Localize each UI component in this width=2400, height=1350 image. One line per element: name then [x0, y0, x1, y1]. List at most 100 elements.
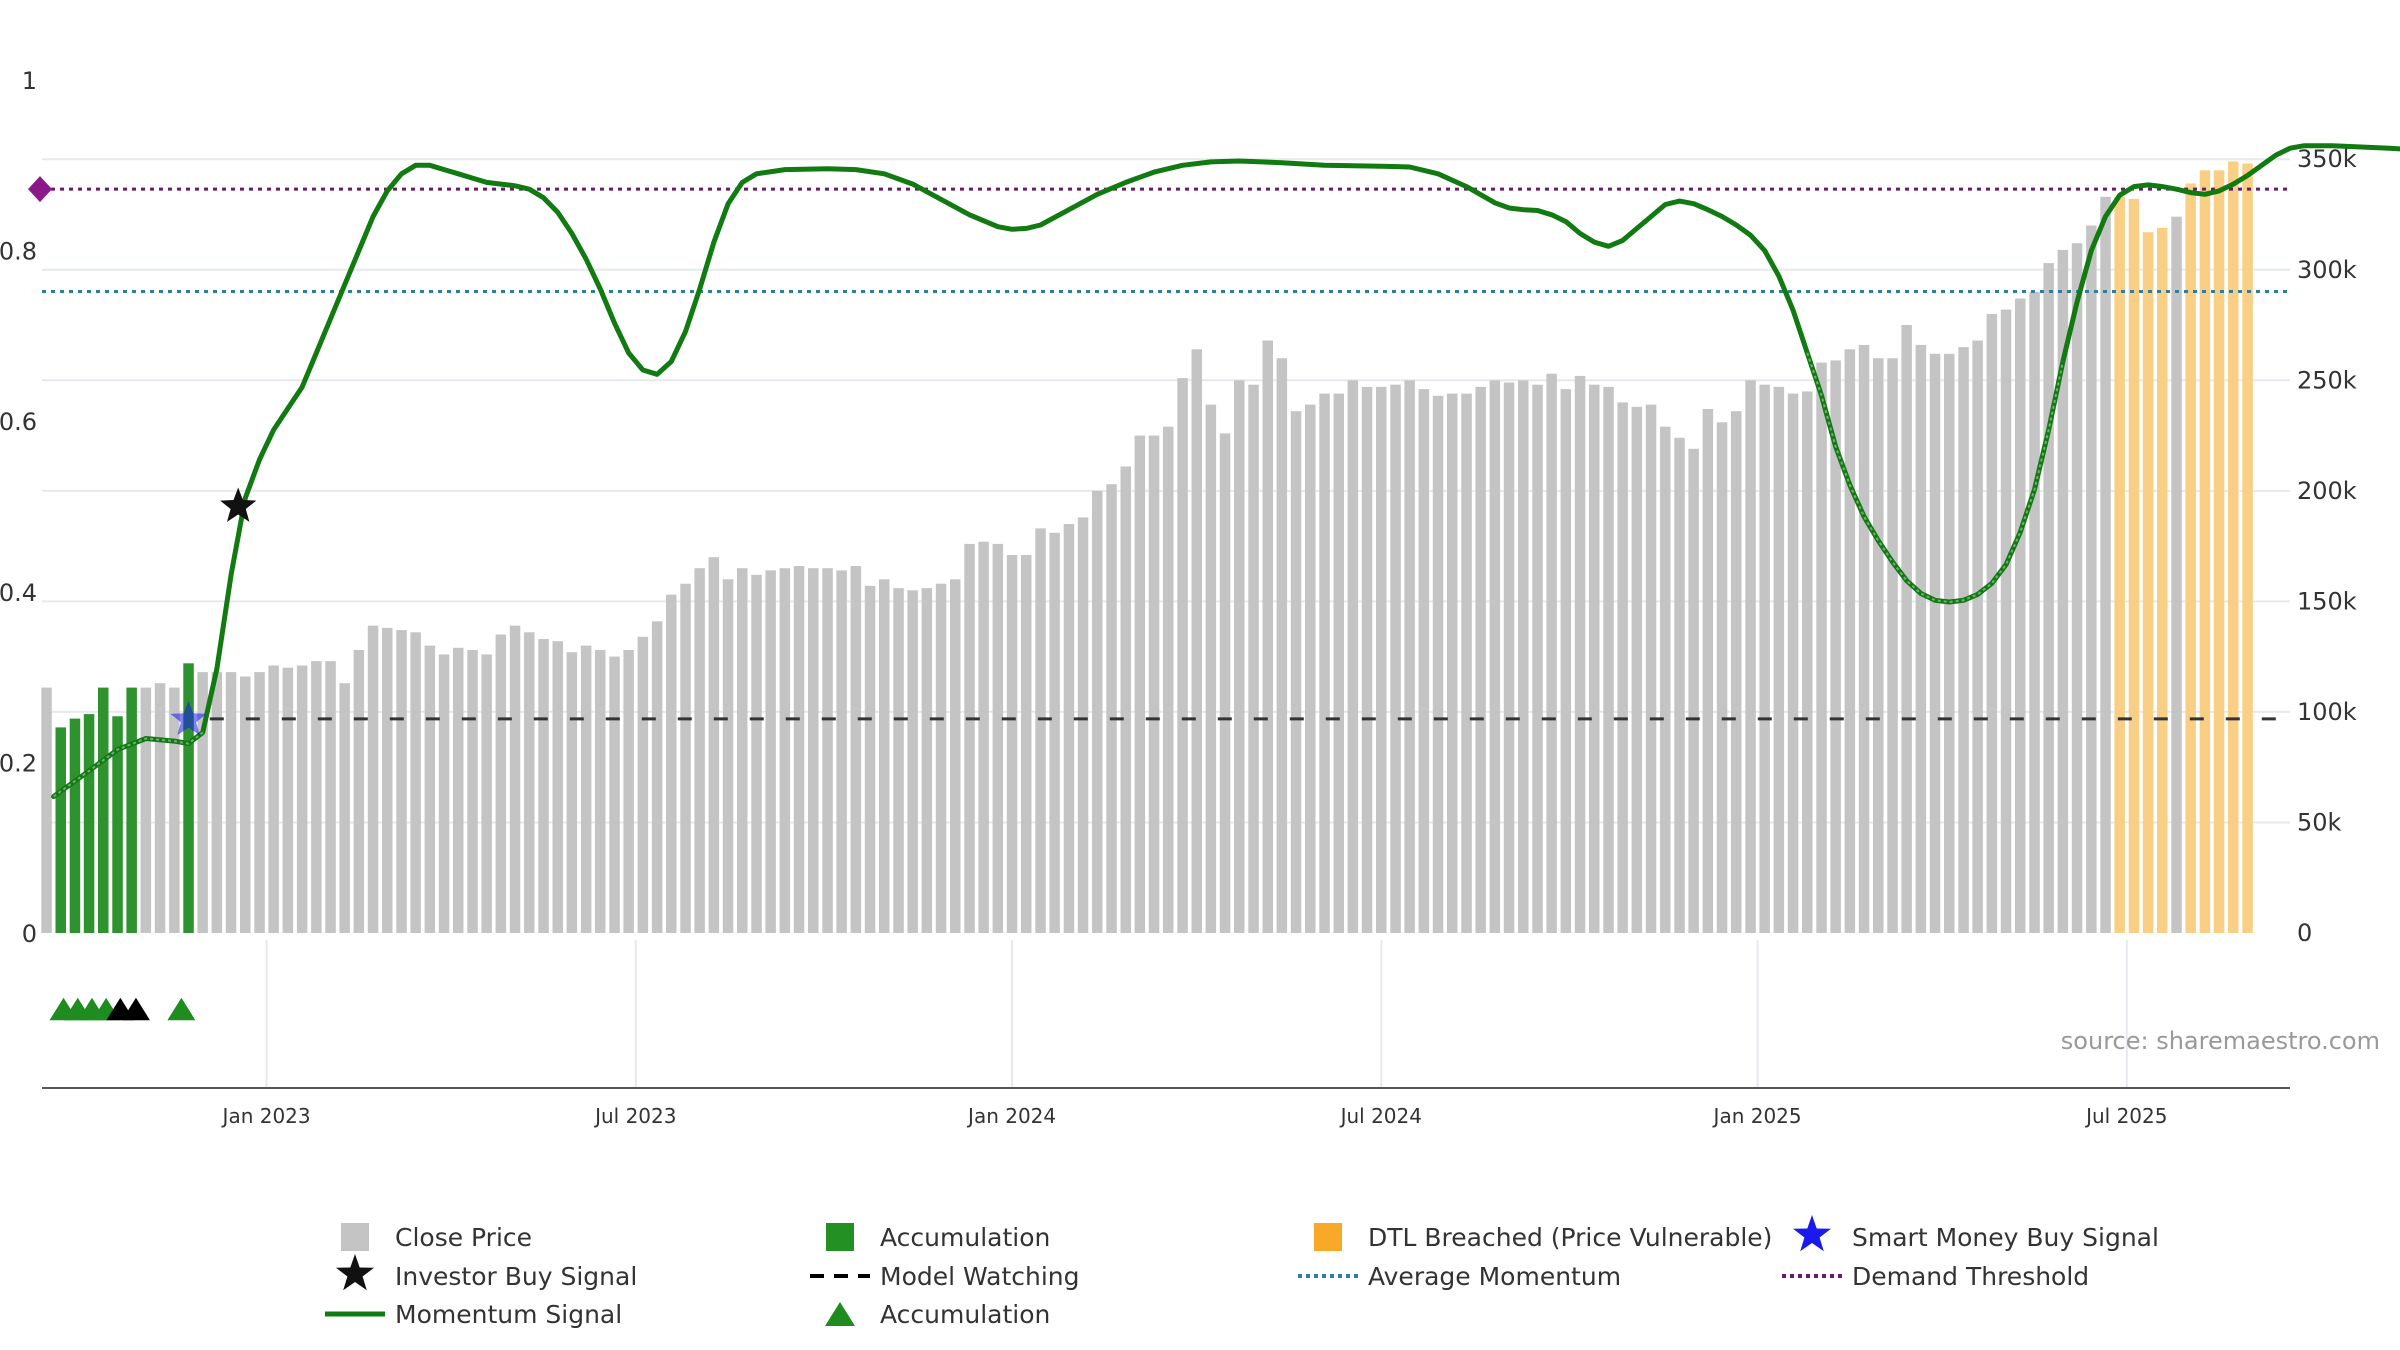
price-bar [1688, 448, 1699, 933]
price-bar [1660, 426, 1671, 933]
price-bar [680, 583, 691, 933]
price-bar [1617, 402, 1628, 933]
legend-label: Accumulation [880, 1223, 1050, 1252]
price-bar [1432, 395, 1444, 933]
x-tick-label: Jul 2023 [593, 1104, 676, 1128]
price-bar [1560, 389, 1572, 934]
price-bar [1219, 433, 1231, 933]
price-bar [225, 672, 237, 933]
legend-label: Model Watching [880, 1262, 1080, 1291]
price-bar [978, 541, 989, 933]
price-bar [2015, 298, 2026, 933]
price-bar [396, 630, 407, 933]
price-bar [1347, 380, 1359, 933]
price-bar [1248, 384, 1259, 933]
price-bar [41, 687, 52, 933]
price-bar [751, 574, 762, 933]
price-bar [1958, 347, 1969, 934]
legend-swatch [826, 1223, 854, 1251]
price-bar [1773, 386, 1785, 933]
legend-star-black-icon [336, 1254, 374, 1291]
price-bar [1361, 386, 1373, 933]
price-bar [1972, 340, 1983, 933]
price-bar [1106, 484, 1117, 933]
y-right-tick-label: 200k [2297, 477, 2357, 505]
price-bar [808, 568, 819, 933]
momentum-signal [51, 143, 2400, 799]
price-bar [424, 645, 436, 933]
price-bar [580, 645, 592, 933]
price-bar [1702, 409, 1714, 933]
y-left-tick-label: 0.4 [0, 579, 37, 607]
price-bar [197, 672, 208, 933]
price-bar [2100, 196, 2111, 934]
y-left-tick-label: 0 [22, 920, 37, 948]
momentum-weak-overlay [1806, 352, 2064, 604]
legend-label: Close Price [395, 1223, 532, 1252]
price-bar [694, 568, 705, 933]
price-bar [1035, 528, 1046, 933]
price-bar [1802, 391, 1813, 933]
price-bar [1830, 360, 1841, 933]
price-bar [893, 588, 904, 933]
price-bar [453, 647, 464, 933]
x-tick-label: Jan 2023 [221, 1104, 311, 1128]
legend-label: Smart Money Buy Signal [1852, 1223, 2159, 1252]
legend-star-blue-icon [1793, 1215, 1831, 1252]
price-bar [126, 687, 137, 933]
price-bar [765, 570, 776, 933]
price-bar [1503, 382, 1515, 933]
y-left-tick-label: 0.2 [0, 749, 37, 777]
price-bar [1873, 358, 1884, 933]
signal-markers [49, 487, 257, 1021]
price-bar [1234, 380, 1245, 933]
price-bar [254, 672, 265, 933]
y-right-tick-label: 100k [2297, 698, 2357, 726]
price-bar [1077, 517, 1089, 933]
price-bar [69, 718, 81, 933]
price-bar [1929, 353, 1941, 933]
price-bar [524, 632, 535, 933]
price-bar [1986, 314, 1998, 933]
price-bar [1745, 380, 1756, 933]
legend-label: Momentum Signal [395, 1300, 622, 1329]
price-bar [552, 641, 563, 933]
price-bar [1006, 555, 1018, 933]
close-price-bars [41, 161, 2253, 934]
price-bar [2228, 161, 2239, 933]
price-bar [367, 625, 379, 933]
price-bar [325, 661, 336, 933]
price-bar [864, 585, 876, 933]
legend-label: Accumulation [880, 1300, 1050, 1329]
y-right-tick-label: 350k [2297, 145, 2357, 173]
price-bar [2000, 309, 2012, 934]
price-bar [722, 579, 734, 933]
price-bar [339, 683, 350, 933]
price-bar [2086, 225, 2097, 933]
momentum-weak-overlay [53, 731, 204, 798]
price-bar [55, 727, 66, 933]
price-bar [353, 650, 365, 933]
price-bar [495, 634, 507, 933]
price-bar [2071, 243, 2083, 933]
price-bar [1447, 393, 1458, 934]
investor-buy-star [220, 487, 257, 522]
price-bar [410, 632, 421, 933]
legend-swatch [1314, 1223, 1342, 1251]
price-bar [566, 652, 578, 933]
price-bar [1333, 393, 1344, 934]
price-bar [1589, 384, 1600, 933]
price-bar [140, 687, 152, 933]
y-right-tick-label: 250k [2297, 366, 2357, 394]
price-bar [1177, 378, 1188, 934]
momentum-signal-line [51, 143, 2400, 799]
y-right-tick-label: 150k [2297, 587, 2357, 615]
price-bar [737, 568, 748, 933]
price-bar [609, 656, 620, 933]
price-bar [211, 672, 223, 933]
price-bar [595, 650, 606, 933]
price-bar [1461, 393, 1472, 934]
price-bar [836, 570, 847, 933]
price-bar [992, 543, 1004, 933]
price-bar [2128, 199, 2140, 933]
